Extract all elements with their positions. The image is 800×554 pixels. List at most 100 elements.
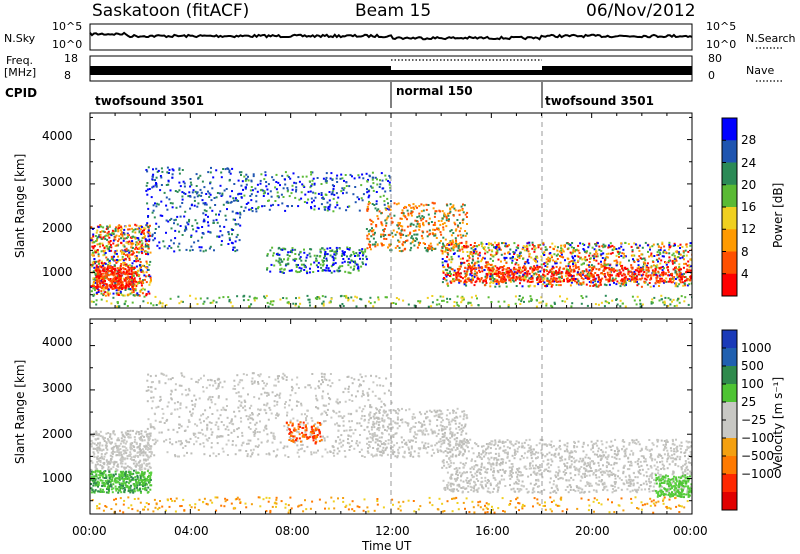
power-echo — [639, 305, 642, 308]
power-echo — [677, 251, 680, 254]
power-echo — [608, 276, 611, 279]
power-echo — [147, 235, 150, 238]
power-echo — [311, 171, 314, 174]
power-echo — [361, 250, 364, 253]
power-echo — [207, 190, 209, 193]
power-echo — [189, 195, 192, 198]
xtick-2400: 00:00 — [673, 524, 708, 538]
power-echo — [536, 265, 539, 268]
power-echo — [171, 173, 174, 176]
power-echo — [633, 277, 636, 280]
power-echo — [504, 245, 507, 248]
power-echo — [174, 229, 177, 232]
power-echo — [108, 236, 111, 239]
power-echo — [395, 297, 398, 299]
power-echo — [372, 237, 375, 240]
power-echo — [640, 253, 643, 256]
power-echo — [118, 273, 121, 276]
power-echo — [488, 242, 490, 245]
power-echo — [135, 272, 138, 275]
velocity-echo — [116, 463, 119, 466]
power-echo — [497, 243, 500, 246]
power-echo — [165, 231, 167, 234]
power-echo — [115, 252, 118, 255]
power-echo — [189, 185, 192, 188]
power-echo — [106, 238, 109, 241]
power-echo — [222, 168, 225, 170]
power-echo — [264, 296, 267, 299]
colorbar-tick-label: −100 — [741, 431, 774, 445]
power-echo — [401, 228, 404, 231]
velocity-echo — [116, 439, 119, 442]
power-echo — [496, 245, 499, 248]
power-echo — [207, 221, 209, 224]
power-echo — [647, 250, 649, 253]
power-echo — [365, 228, 368, 230]
power-echo — [171, 176, 174, 179]
power-echo — [461, 246, 464, 249]
power-echo — [321, 295, 324, 298]
power-echo — [294, 257, 297, 260]
power-echo — [168, 198, 171, 201]
velocity-echo — [137, 479, 140, 482]
velocity-echo — [101, 457, 104, 460]
power-echo — [676, 251, 679, 254]
power-echo — [125, 278, 128, 281]
power-echo — [390, 222, 393, 225]
power-echo — [563, 278, 565, 281]
power-echo — [310, 173, 313, 176]
power-echo — [342, 305, 345, 307]
power-echo — [672, 276, 675, 279]
power-echo — [228, 237, 231, 240]
power-echo — [370, 219, 373, 222]
power-echo — [372, 182, 375, 185]
power-echo — [533, 285, 536, 288]
power-echo — [261, 205, 264, 208]
velocity-echo — [122, 435, 125, 438]
velocity-echo — [101, 444, 104, 447]
velocity-echo — [108, 436, 111, 439]
velocity-echo — [132, 462, 135, 465]
power-echo — [189, 178, 192, 180]
power-echo — [397, 221, 400, 224]
power-echo — [530, 280, 533, 283]
power-echo — [545, 258, 548, 261]
power-echo — [505, 285, 508, 288]
power-echo — [484, 278, 487, 281]
power-echo — [621, 267, 624, 270]
power-echo — [389, 176, 392, 179]
power-echo — [604, 268, 607, 271]
power-echo — [298, 257, 301, 260]
power-echo — [130, 282, 133, 285]
power-echo — [374, 245, 377, 248]
velocity-echo — [139, 450, 142, 453]
power-echo — [590, 280, 592, 283]
power-echo — [571, 302, 574, 305]
power-echo — [271, 303, 274, 306]
power-echo — [572, 247, 575, 249]
power-echo — [115, 234, 118, 237]
power-echo — [313, 205, 316, 208]
power-echo — [331, 184, 334, 187]
power-echo — [116, 249, 118, 252]
power-echo — [265, 181, 268, 183]
power-echo — [665, 261, 667, 264]
power-echo — [122, 244, 125, 247]
power-echo — [115, 244, 118, 247]
power-echo — [650, 301, 653, 303]
power-echo — [355, 252, 358, 255]
power-echo — [350, 259, 353, 262]
power-echo — [157, 169, 160, 172]
power-echo — [228, 298, 231, 301]
power-echo — [551, 265, 554, 268]
power-echo — [228, 238, 231, 241]
power-echo — [134, 272, 137, 275]
power-echo — [118, 238, 121, 241]
velocity-echo — [147, 486, 150, 489]
power-echo — [446, 212, 449, 215]
power-echo — [636, 267, 639, 270]
power-echo — [515, 277, 518, 280]
power-echo — [522, 296, 524, 299]
power-echo — [209, 301, 212, 304]
power-echo — [126, 276, 129, 279]
